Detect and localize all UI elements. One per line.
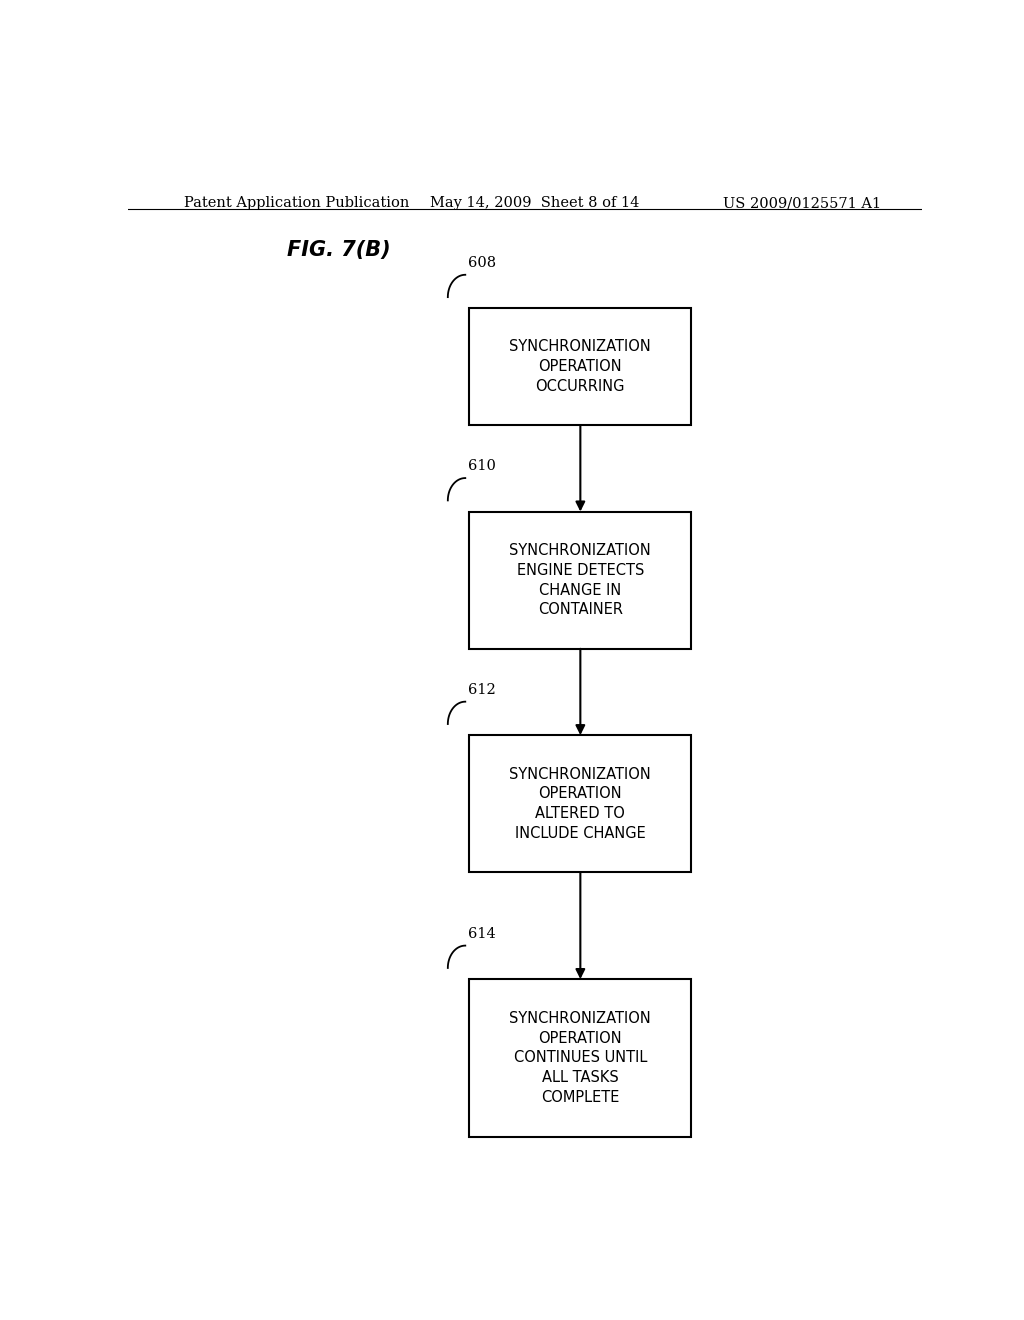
Bar bbox=[469, 735, 691, 873]
Text: SYNCHRONIZATION
ENGINE DETECTS
CHANGE IN
CONTAINER: SYNCHRONIZATION ENGINE DETECTS CHANGE IN… bbox=[510, 543, 651, 618]
Text: SYNCHRONIZATION
OPERATION
CONTINUES UNTIL
ALL TASKS
COMPLETE: SYNCHRONIZATION OPERATION CONTINUES UNTI… bbox=[510, 1011, 651, 1105]
Bar bbox=[469, 512, 691, 649]
Text: May 14, 2009  Sheet 8 of 14: May 14, 2009 Sheet 8 of 14 bbox=[430, 195, 639, 210]
Text: 612: 612 bbox=[468, 682, 496, 697]
Text: 614: 614 bbox=[468, 927, 496, 941]
Bar bbox=[469, 979, 691, 1137]
Text: Patent Application Publication: Patent Application Publication bbox=[183, 195, 409, 210]
Text: SYNCHRONIZATION
OPERATION
OCCURRING: SYNCHRONIZATION OPERATION OCCURRING bbox=[510, 339, 651, 395]
Text: 608: 608 bbox=[468, 256, 496, 269]
Text: FIG. 7(B): FIG. 7(B) bbox=[287, 240, 390, 260]
Text: 610: 610 bbox=[468, 459, 496, 473]
Text: SYNCHRONIZATION
OPERATION
ALTERED TO
INCLUDE CHANGE: SYNCHRONIZATION OPERATION ALTERED TO INC… bbox=[510, 767, 651, 841]
Text: US 2009/0125571 A1: US 2009/0125571 A1 bbox=[723, 195, 882, 210]
Bar bbox=[469, 309, 691, 425]
